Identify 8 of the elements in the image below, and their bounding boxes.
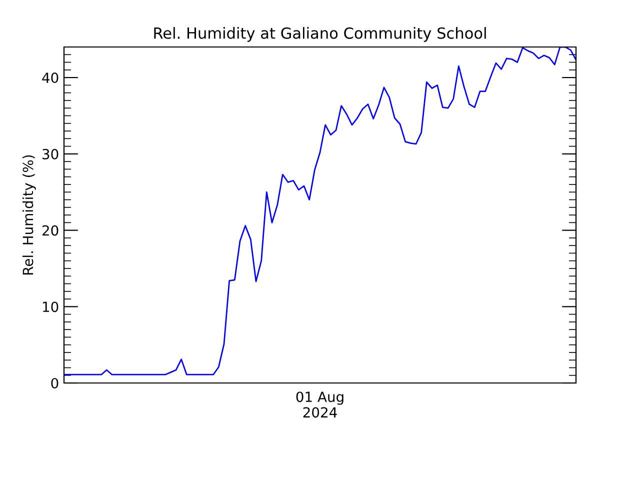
y-tick-label: 30 (42, 148, 58, 160)
y-tick-label: 10 (42, 302, 58, 312)
chart-title: Rel. Humidity at Galiano Community School (154, 27, 486, 42)
y-tick-label: 0 (51, 378, 58, 388)
y-tick-label: 40 (42, 72, 58, 84)
y-tick-label: 20 (42, 225, 58, 236)
x-tick-label: 01 Aug 2024 (296, 392, 344, 418)
y-axis-title: Rel. Humidity (%) (22, 155, 36, 274)
